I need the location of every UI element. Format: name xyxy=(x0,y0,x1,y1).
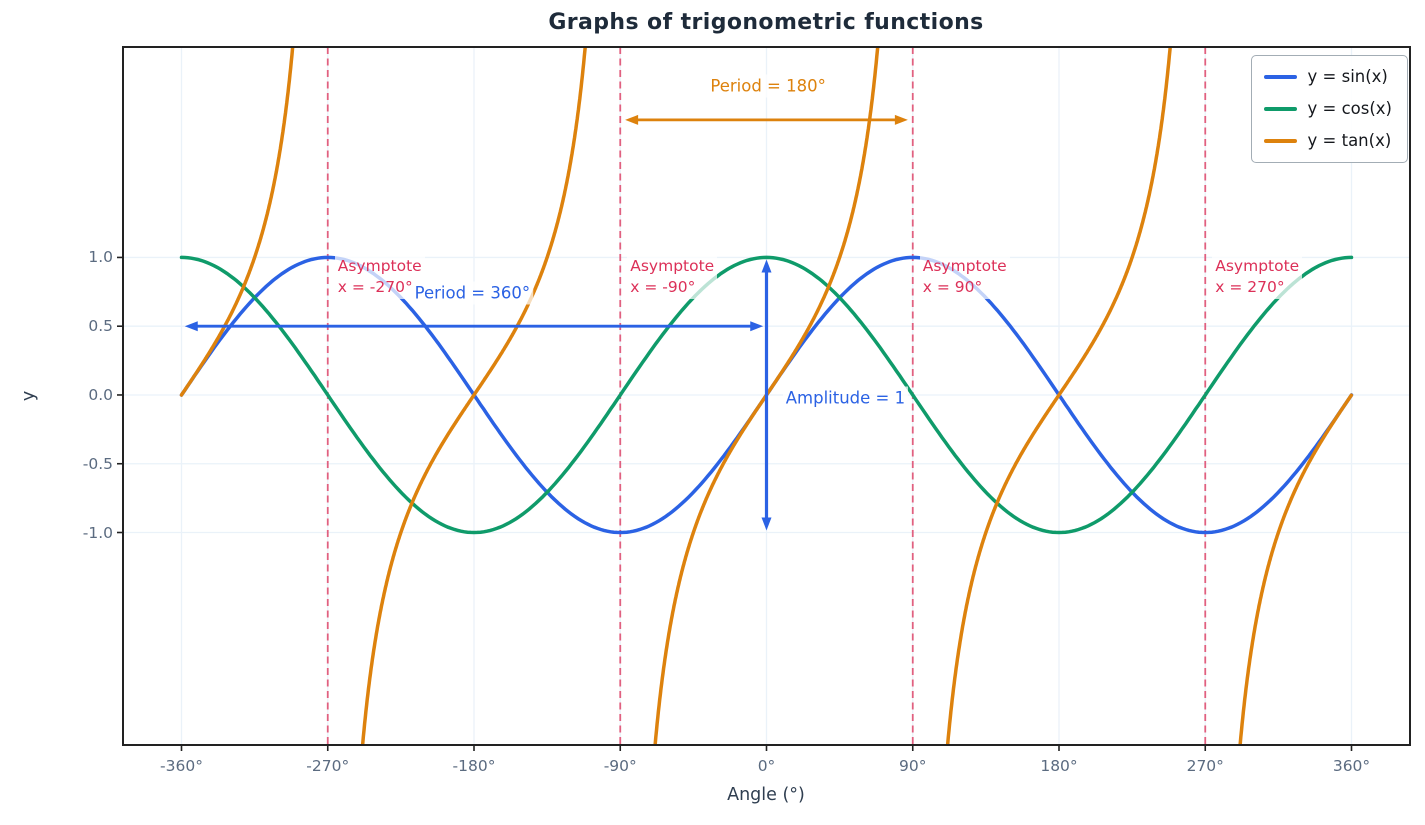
tan-curve xyxy=(1238,393,1354,745)
period-sin-arrowhead xyxy=(750,321,764,332)
plot-frame xyxy=(122,46,1411,746)
amplitude-arrowhead xyxy=(761,517,772,531)
cos-curve xyxy=(179,255,1354,535)
period-tan-arrowhead xyxy=(625,114,639,125)
amplitude-arrowhead xyxy=(761,259,772,273)
period-sin-arrowhead xyxy=(184,321,198,332)
tan-curve xyxy=(945,47,1172,745)
tan-curve xyxy=(360,47,587,745)
period-tan-arrowhead xyxy=(894,114,908,125)
tan-curve xyxy=(179,47,295,397)
